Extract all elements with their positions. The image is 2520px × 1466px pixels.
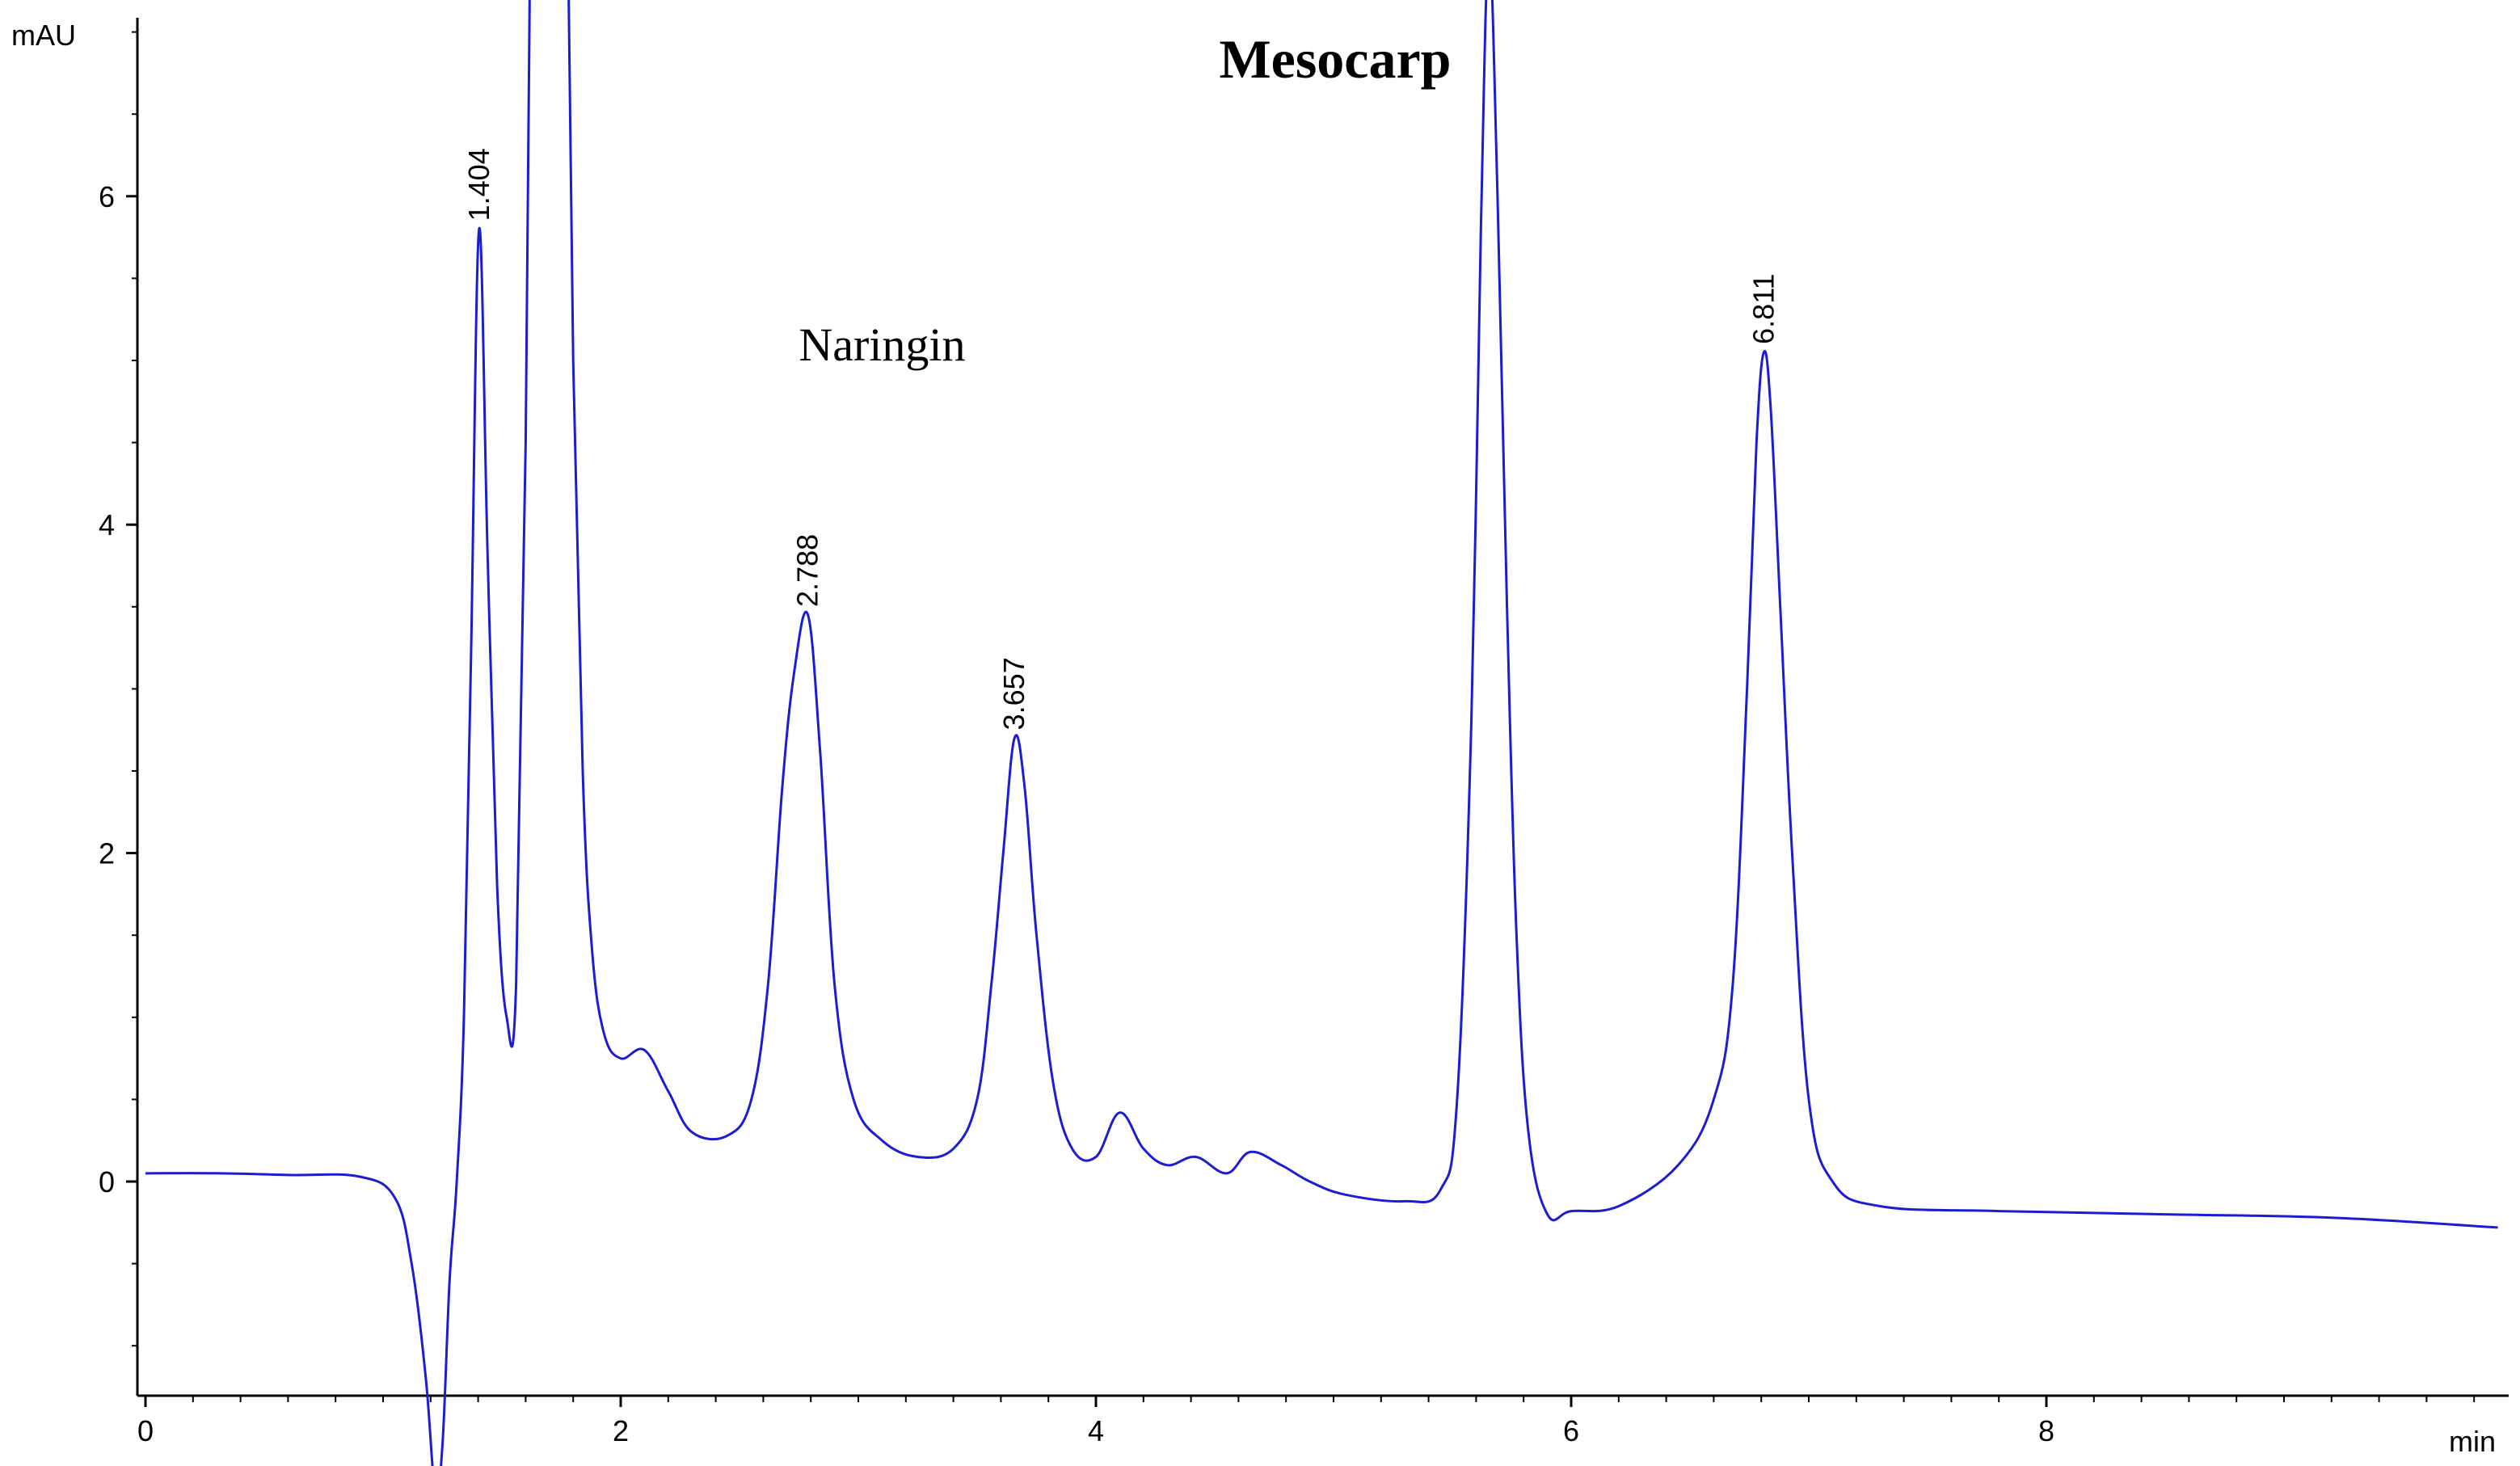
x-tick-label: 4 [1088,1414,1104,1447]
y-ticks: -2024681012 [99,31,137,1347]
compound-annotations: NaringinQuercetin [799,318,965,371]
axes [136,18,2509,1397]
y-tick-label: 6 [99,180,115,213]
y-tick-label: 0 [99,1165,115,1198]
x-ticks: 0 2 4 6 8 [137,1396,2476,1447]
x-tick-label: 8 [2038,1414,2054,1447]
x-tick-label: 2 [613,1414,629,1447]
chromatogram-trace [145,0,2498,1466]
x-tick-label: 6 [1563,1414,1579,1447]
peak-retention-label: 2.788 [791,534,824,607]
peak-retention-label: 1.404 [462,148,495,221]
peak-retention-label: 6.811 [1747,273,1780,343]
y-tick-label: 2 [99,837,115,870]
chart-title: Mesocarp [1219,28,1451,90]
peak-retention-label: 3.657 [997,657,1030,730]
x-tick-label: 0 [137,1414,154,1447]
compound-annotation: Naringin [799,318,965,371]
y-tick-label: 4 [99,508,115,541]
x-unit-label: min [2449,1425,2496,1458]
y-unit-label: mAU [11,19,76,52]
